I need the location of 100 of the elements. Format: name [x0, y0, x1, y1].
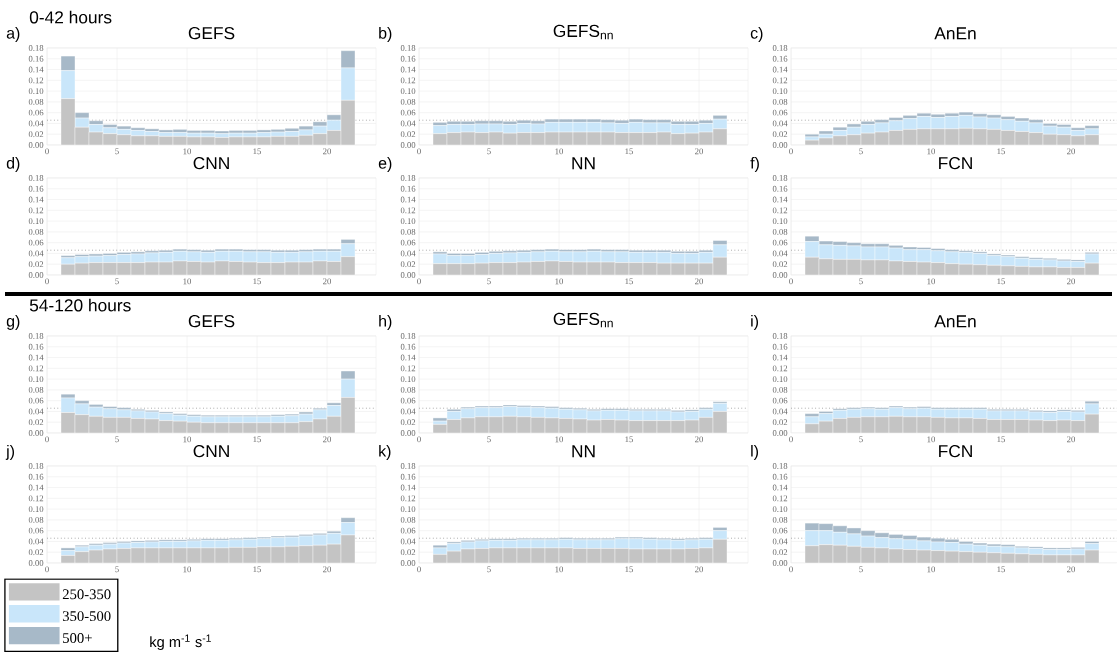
y-tick-label: 0.16	[400, 343, 416, 350]
y-tick-label: 0.14	[400, 354, 416, 361]
y-tick-label: 0.18	[400, 45, 416, 51]
y-tick-label: 0.18	[772, 333, 788, 339]
chart-title: NN	[572, 445, 595, 458]
x-tick-label: 20	[323, 148, 331, 155]
x-tick-label: 10	[183, 148, 191, 155]
y-tick-label: 0.14	[772, 66, 788, 73]
x-tick-label: 0	[45, 566, 49, 573]
y-tick-label: 0.08	[28, 516, 44, 523]
x-tick-label: 15	[997, 436, 1005, 443]
y-tick-label: 0.14	[28, 196, 44, 203]
chart-title: FCN	[939, 445, 972, 458]
y-tick-label: 0.00	[400, 560, 416, 566]
x-tick-label: 10	[183, 278, 191, 285]
legend-label: 250-350	[62, 589, 111, 600]
y-tick-label: 0.06	[772, 109, 788, 116]
y-tick-label: 0.02	[772, 131, 788, 138]
y-tick-label: 0.04	[28, 408, 44, 415]
y-tick-label: 0.02	[772, 419, 788, 426]
y-tick-label: 0.12	[772, 365, 788, 372]
x-tick-label: 20	[323, 278, 331, 285]
chart-title: CNN	[193, 157, 229, 170]
y-tick-label: 0.10	[772, 218, 788, 225]
y-tick-label: 0.02	[400, 549, 416, 556]
x-tick-label: 15	[253, 436, 261, 443]
y-tick-label: 0.06	[772, 397, 788, 404]
x-tick-label: 5	[487, 566, 491, 573]
y-tick-label: 0.00	[400, 430, 416, 436]
y-tick-label: 0.00	[772, 142, 788, 148]
text: a)	[6, 27, 20, 42]
y-tick-label: 0.14	[400, 196, 416, 203]
chart-title: NN	[572, 157, 595, 170]
x-tick-label: 15	[625, 148, 633, 155]
y-tick-label: 0.14	[772, 354, 788, 361]
y-tick-label: 0.00	[28, 430, 44, 436]
y-tick-label: 0.08	[400, 228, 416, 235]
y-tick-label: 0.18	[772, 175, 788, 181]
y-tick-label: 0.16	[400, 55, 416, 62]
y-tick-label: 0.02	[28, 419, 44, 426]
y-tick-label: 0.02	[772, 549, 788, 556]
y-tick-label: 0.18	[28, 333, 44, 339]
y-tick-label: 0.12	[772, 495, 788, 502]
y-tick-label: 0.02	[28, 131, 44, 138]
x-tick-label: 5	[115, 278, 119, 285]
y-tick-label: 0.04	[772, 538, 788, 545]
y-tick-label: 0.08	[400, 98, 416, 105]
y-tick-label: 0.18	[400, 463, 416, 469]
y-tick-label: 0.16	[772, 343, 788, 350]
x-tick-label: 0	[45, 278, 49, 285]
chart-title: CNN	[193, 445, 229, 458]
x-tick-label: 5	[487, 436, 491, 443]
y-tick-label: 0.14	[400, 66, 416, 73]
y-tick-label: 0.06	[400, 109, 416, 116]
y-tick-label: 0.04	[400, 120, 416, 127]
legend-label: 350-500	[62, 611, 111, 622]
y-tick-label: 0.02	[400, 261, 416, 268]
y-tick-label: 0.14	[772, 196, 788, 203]
y-tick-label: 0.04	[400, 538, 416, 545]
y-tick-label: 0.08	[400, 386, 416, 393]
y-tick-label: 0.08	[772, 516, 788, 523]
x-tick-label: 15	[625, 436, 633, 443]
y-tick-label: 0.00	[28, 560, 44, 566]
x-tick-label: 5	[487, 278, 491, 285]
y-tick-label: 0.00	[772, 430, 788, 436]
y-tick-label: 0.10	[772, 506, 788, 513]
y-tick-label: 0.18	[400, 333, 416, 339]
y-tick-label: 0.08	[772, 228, 788, 235]
x-tick-label: 20	[323, 436, 331, 443]
x-tick-label: 5	[115, 566, 119, 573]
y-tick-label: 0.16	[28, 55, 44, 62]
text: k)	[379, 445, 391, 460]
y-tick-label: 0.08	[28, 98, 44, 105]
y-tick-label: 0.00	[772, 272, 788, 278]
x-tick-label: 5	[487, 148, 491, 155]
x-tick-label: 10	[555, 148, 563, 155]
x-tick-label: 20	[695, 278, 703, 285]
x-tick-label: 20	[323, 566, 331, 573]
x-tick-label: 20	[695, 566, 703, 573]
y-tick-label: 0.16	[28, 185, 44, 192]
y-tick-label: 0.10	[28, 506, 44, 513]
y-tick-label: 0.10	[28, 218, 44, 225]
chart-title: FCN	[939, 157, 972, 170]
y-tick-label: 0.08	[400, 516, 416, 523]
y-tick-label: 0.14	[772, 484, 788, 491]
x-tick-label: 10	[555, 436, 563, 443]
x-tick-label: 10	[555, 278, 563, 285]
chart-title: AnEn	[934, 315, 976, 328]
x-tick-label: 10	[183, 566, 191, 573]
y-tick-label: 0.02	[28, 549, 44, 556]
x-tick-label: 5	[859, 148, 863, 155]
x-tick-label: 20	[695, 148, 703, 155]
text: b)	[379, 27, 392, 42]
x-tick-label: 0	[45, 436, 49, 443]
y-tick-label: 0.14	[28, 354, 44, 361]
y-tick-label: 0.16	[28, 343, 44, 350]
y-tick-label: 0.04	[772, 120, 788, 127]
y-tick-label: 0.12	[28, 77, 44, 84]
x-tick-label: 5	[115, 436, 119, 443]
text: g)	[6, 315, 20, 330]
